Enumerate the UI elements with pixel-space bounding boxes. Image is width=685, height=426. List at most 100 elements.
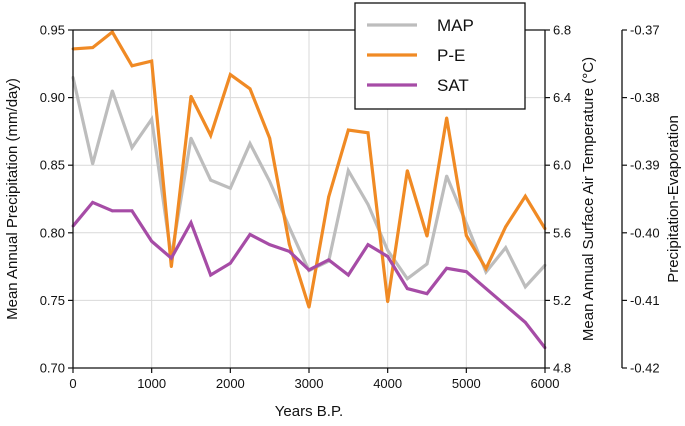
data-point-map: [504, 246, 508, 250]
series-lines: [71, 29, 547, 350]
data-point-map: [346, 169, 350, 173]
data-point-p-e: [327, 195, 331, 199]
data-point-p-e: [169, 265, 173, 268]
left-y-axis-title: Mean Annual Precipitation (mm/day): [4, 78, 21, 320]
data-point-sat: [523, 320, 527, 324]
data-point-map: [248, 142, 252, 145]
data-point-p-e: [228, 73, 232, 77]
data-point-p-e: [209, 134, 213, 137]
data-point-map: [386, 248, 390, 252]
left-y-tick-label: 0.90: [40, 90, 65, 105]
data-point-p-e: [346, 128, 350, 132]
right-y-tick-label-temperature: 6.4: [553, 90, 571, 105]
data-point-sat: [209, 273, 213, 277]
data-point-sat: [464, 270, 468, 274]
data-point-p-e: [150, 59, 154, 63]
data-point-p-e: [110, 30, 114, 34]
x-axis-title: Years B.P.: [275, 403, 343, 420]
legend-label-p-e: P-E: [437, 46, 465, 65]
x-tick-label: 3000: [295, 376, 324, 391]
right-y-axis-title-pe: Precipitation-Evaporation: [665, 115, 682, 283]
data-point-p-e: [523, 194, 527, 198]
right-y-tick-label-pe: -0.37: [630, 23, 660, 38]
legend-label-sat: SAT: [437, 76, 469, 95]
right-y-tick-label-temperature: 4.8: [553, 361, 571, 376]
right-y-tick-label-temperature: 5.2: [553, 293, 571, 308]
right-y-tick-label-temperature: 6.0: [553, 158, 571, 173]
data-point-p-e: [405, 169, 409, 173]
data-point-p-e: [189, 94, 193, 98]
data-point-map: [287, 225, 291, 229]
data-point-map: [189, 136, 193, 140]
left-y-tick-label: 0.75: [40, 293, 65, 308]
data-point-sat: [268, 243, 272, 247]
data-point-sat: [248, 233, 252, 236]
right-y-tick-label-temperature: 6.8: [553, 23, 571, 38]
data-point-map: [445, 174, 449, 178]
data-point-map: [91, 162, 95, 166]
data-point-sat: [228, 261, 232, 265]
right-y-axis-title-temperature: Mean Annual Surface Air Temperature (°C): [580, 57, 597, 341]
data-point-map: [484, 270, 488, 274]
x-tick-label: 4000: [373, 376, 402, 391]
data-point-sat: [346, 273, 350, 277]
right-y-tick-label-pe: -0.41: [630, 293, 660, 308]
data-point-map: [268, 180, 272, 183]
data-point-sat: [130, 209, 134, 213]
data-point-sat: [386, 255, 390, 258]
left-y-tick-label: 0.95: [40, 23, 65, 38]
legend-label-map: MAP: [437, 16, 474, 35]
right-y-tick-label-pe: -0.39: [630, 158, 660, 173]
right-y-tick-label-pe: -0.38: [630, 90, 660, 105]
data-point-map: [110, 89, 114, 93]
x-tick-label: 1000: [137, 376, 166, 391]
data-point-sat: [504, 304, 508, 307]
data-point-p-e: [386, 300, 390, 304]
data-point-sat: [425, 292, 429, 296]
data-point-sat: [169, 256, 173, 260]
data-point-sat: [327, 258, 331, 262]
left-y-tick-label: 0.70: [40, 361, 65, 376]
data-point-p-e: [268, 136, 272, 140]
data-point-map: [228, 186, 232, 190]
legend: MAP P-E SAT: [354, 2, 526, 110]
data-point-map: [523, 285, 527, 289]
data-point-sat: [366, 243, 370, 247]
data-point-p-e: [130, 64, 134, 68]
data-point-sat: [189, 221, 193, 225]
x-tick-label: 6000: [531, 376, 560, 391]
data-point-p-e: [484, 267, 488, 271]
x-tick-label: 2000: [216, 376, 245, 391]
data-point-sat: [287, 249, 291, 253]
right-y-tick-label-temperature: 5.6: [553, 225, 571, 240]
axes: 0 1000 2000 3000 4000 5000 6000 Years B.P. 0.70 0…: [4, 23, 682, 421]
data-point-map: [405, 277, 409, 281]
data-point-sat: [484, 287, 488, 290]
data-point-sat: [110, 209, 114, 213]
left-y-tick-label: 0.80: [40, 225, 65, 240]
data-point-p-e: [425, 234, 429, 238]
data-point-sat: [445, 266, 449, 270]
data-point-map: [209, 178, 213, 182]
data-point-map: [150, 117, 154, 121]
data-point-p-e: [464, 234, 468, 237]
data-point-p-e: [445, 116, 449, 120]
right-y-tick-label-pe: -0.42: [630, 361, 660, 376]
data-point-sat: [405, 287, 409, 290]
data-point-sat: [150, 239, 154, 243]
data-point-p-e: [91, 46, 95, 49]
data-point-p-e: [504, 225, 508, 229]
data-point-sat: [91, 200, 95, 204]
right-y-tick-label-pe: -0.40: [630, 225, 660, 240]
data-point-map: [366, 203, 370, 206]
data-point-sat: [307, 268, 311, 272]
data-point-p-e: [366, 131, 370, 135]
data-point-p-e: [307, 305, 311, 309]
data-point-p-e: [248, 87, 252, 91]
data-point-map: [130, 146, 134, 150]
left-y-tick-label: 0.85: [40, 158, 65, 173]
data-point-map: [425, 262, 429, 266]
data-point-p-e: [287, 242, 291, 246]
